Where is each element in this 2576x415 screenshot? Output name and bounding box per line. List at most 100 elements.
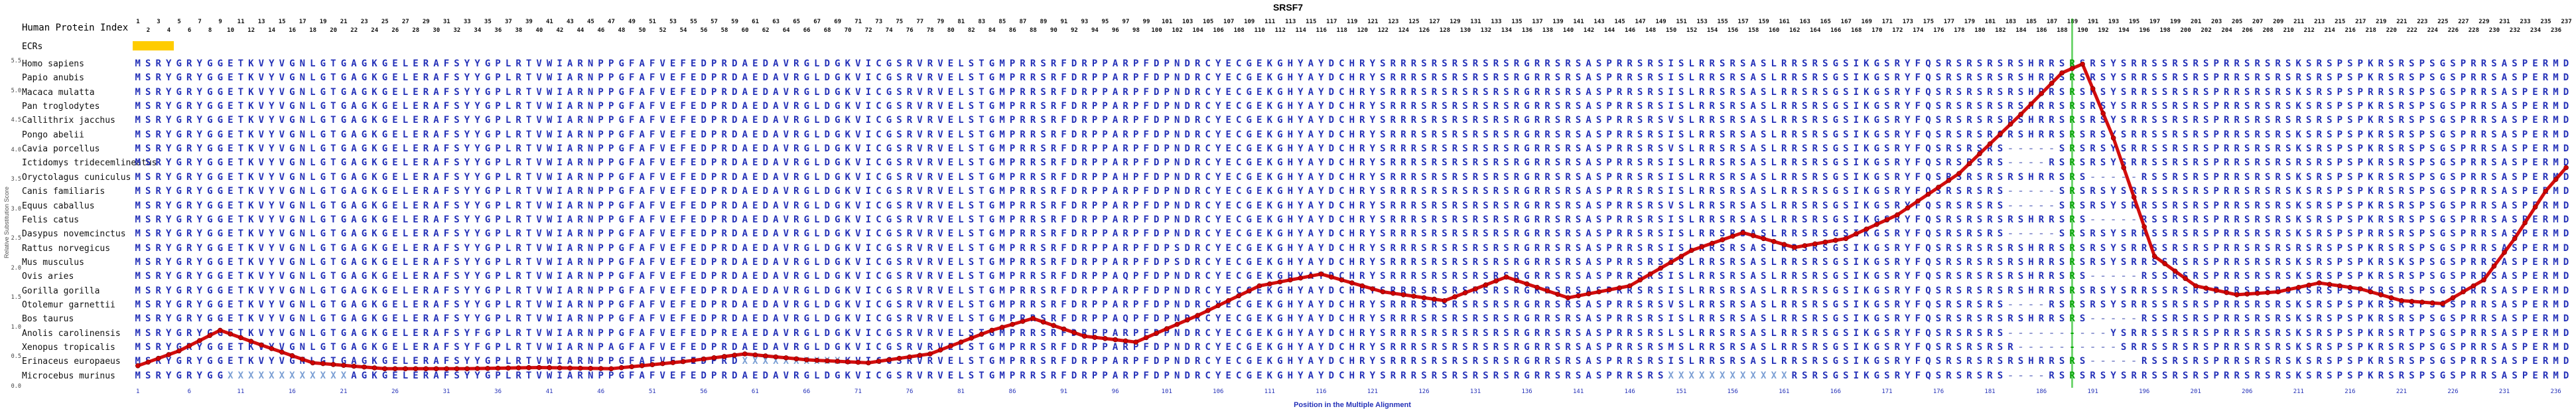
x-tick-label: 236 bbox=[2550, 388, 2561, 395]
ruler-number: 191 bbox=[2087, 19, 2099, 25]
ecr-track-label: ECRs bbox=[22, 42, 43, 52]
residue-run: S bbox=[2059, 228, 2070, 240]
x-tick-label: 1 bbox=[136, 388, 140, 395]
ruler-number: 75 bbox=[896, 19, 904, 25]
residue-run: XXXXXXXXXXXX bbox=[1668, 370, 1792, 381]
ruler-number: 31 bbox=[442, 19, 450, 25]
ruler-number: 145 bbox=[1614, 19, 1625, 25]
ruler-number: 27 bbox=[401, 19, 409, 25]
sequence-row: MSRYGRYGGETKVYVGNLGTGAGKGELERAFSYYGPLRTV… bbox=[135, 186, 2574, 197]
ruler-number: 225 bbox=[2437, 19, 2449, 25]
ruler-number: 96 bbox=[1112, 27, 1119, 34]
ruler-number: 73 bbox=[875, 19, 883, 25]
x-tick-label: 166 bbox=[1830, 388, 1842, 395]
ruler-number: 15 bbox=[278, 19, 286, 25]
ruler-number: 46 bbox=[597, 27, 605, 34]
ruler-number: 183 bbox=[2005, 19, 2017, 25]
residue-run: ------ bbox=[2007, 327, 2070, 339]
sequence-row: MSRYGRYGGETKVYVGNLGTGAGKGELERAFSYYGPLRTV… bbox=[135, 201, 2574, 211]
species-label: Papio anubis bbox=[22, 73, 84, 84]
ruler-number: 212 bbox=[2303, 27, 2315, 34]
ruler-number: 4 bbox=[167, 27, 171, 34]
residue-run: SRSYSRRSSRSRSPRRSRSRSKSRSPSPKRSRSPSGSPRR… bbox=[2079, 370, 2574, 381]
ruler-number: 215 bbox=[2335, 19, 2346, 25]
ruler-number: 200 bbox=[2180, 27, 2191, 34]
sequence-row: MSRYGRYGGETKVYVGNLGTGAGKGELERAFSYYGPLRTV… bbox=[135, 299, 2574, 310]
species-label: Macaca mulatta bbox=[22, 87, 95, 98]
y-tick-label: 5.5 bbox=[11, 58, 21, 64]
x-tick-label: 101 bbox=[1161, 388, 1172, 395]
ruler-number: 28 bbox=[412, 27, 420, 34]
residue-run: RSRSGSIKGSRYFQSRSRSRS bbox=[1791, 370, 2008, 381]
ruler-number: 130 bbox=[1459, 27, 1471, 34]
species-label: Otolemur garnettii bbox=[22, 299, 115, 310]
ruler-number: 89 bbox=[1040, 19, 1048, 25]
x-tick-label: 61 bbox=[751, 388, 759, 395]
ruler-number: 80 bbox=[947, 27, 955, 34]
ruler-number: 126 bbox=[1418, 27, 1430, 34]
ruler-number: 29 bbox=[422, 19, 430, 25]
ruler-number: 116 bbox=[1316, 27, 1327, 34]
ruler-number: 234 bbox=[2530, 27, 2542, 34]
residue-run: MSRYGRYGGETKVYVGNLGTGAGKGELERAFSYYGPLRTV… bbox=[135, 242, 2070, 254]
ruler-number: 98 bbox=[1132, 27, 1140, 34]
x-tick-label: 181 bbox=[1984, 388, 1996, 395]
ruler-number: 136 bbox=[1521, 27, 1533, 34]
x-tick-label: 151 bbox=[1676, 388, 1687, 395]
x-tick-label: 161 bbox=[1779, 388, 1790, 395]
x-tick-label: 106 bbox=[1213, 388, 1224, 395]
residue-run: RSSRSRSPRRSRSRSKSRSPSPKRSRSPSGSPRRSASPER… bbox=[2141, 313, 2574, 325]
ruler-number: 121 bbox=[1367, 19, 1379, 25]
species-label: Callithrix jacchus bbox=[22, 116, 115, 126]
ruler-number: 122 bbox=[1377, 27, 1389, 34]
y-tick-label: 5.0 bbox=[11, 87, 21, 94]
residue-run: SRSYSRRSSRSRSPRRSRSRSKSRSPSPKRSRSPSGSPRR… bbox=[2079, 186, 2574, 197]
species-label: Cavia porcellus bbox=[22, 144, 100, 155]
ruler-number: 94 bbox=[1091, 27, 1099, 34]
x-tick-label: 156 bbox=[1727, 388, 1738, 395]
sequence-row: MSRYGRYGGXXXXXXXXXXXXAGKGELERAFSYYGPLRTV… bbox=[135, 371, 2574, 381]
ruler-number: 170 bbox=[1871, 27, 1883, 34]
sequence-row: MSRYGRYGGETKVYVGNLGTGAGKGELERAFSYYGPLRTV… bbox=[135, 129, 2574, 140]
ruler-number: 82 bbox=[967, 27, 975, 34]
ruler-number: 40 bbox=[535, 27, 543, 34]
ruler-number: 68 bbox=[823, 27, 831, 34]
ruler-number: 45 bbox=[587, 19, 594, 25]
residue-run: SRSYSRRSSRSRSPRRSRSRSRSRSPSPKRSRSPSGSPRR… bbox=[2079, 242, 2574, 254]
ruler-number: 56 bbox=[700, 27, 708, 34]
ruler-number: 208 bbox=[2262, 27, 2273, 34]
ruler-number: 228 bbox=[2468, 27, 2480, 34]
ruler-number: 2 bbox=[146, 27, 151, 34]
x-tick-label: 36 bbox=[494, 388, 502, 395]
residue-run: MSRYGRYGGETKVYVGNLGTGAGKGELERAFSYYGPLRTV… bbox=[135, 200, 2008, 211]
ruler-number: 66 bbox=[803, 27, 811, 34]
ruler-number: 187 bbox=[2046, 19, 2058, 25]
ruler-number: 162 bbox=[1789, 27, 1800, 34]
x-tick-label: 21 bbox=[340, 388, 348, 395]
residue-run: SRSYSRRSSRSRSPRRSRSRSKSRSPSPKRSRSPSGSPRR… bbox=[2079, 58, 2574, 69]
species-label: Rattus norvegicus bbox=[22, 243, 111, 254]
ruler-number: 134 bbox=[1501, 27, 1513, 34]
ruler-number: 127 bbox=[1429, 19, 1440, 25]
y-tick-label: 3.0 bbox=[11, 205, 21, 212]
ruler-number: 161 bbox=[1779, 19, 1790, 25]
ecr-block[interactable] bbox=[133, 41, 174, 50]
residue-run: ---- bbox=[2007, 370, 2049, 381]
residue-run: RSSRSRSPRRSRSRSKSRSPSPKRSRSPSGSPRRSASPER… bbox=[2141, 271, 2574, 282]
species-label: Microcebus murinus bbox=[22, 371, 115, 381]
ruler-number: 55 bbox=[690, 19, 697, 25]
x-tick-label: 116 bbox=[1316, 388, 1327, 395]
y-tick-label: 1.0 bbox=[11, 323, 21, 331]
ruler-number: 93 bbox=[1081, 19, 1089, 25]
residue-run: RSSRSRSPRRSRSRSKSRSPSPKRSRSPSGSPRRSASPER… bbox=[2141, 171, 2574, 183]
sequence-row: MSRYGRYGGETKVYVGNLGTGAGKGELERAFSYYGPLRTV… bbox=[135, 157, 2574, 168]
residue-run: MSRYGRYGGETKVYVGNLGTGAGKGELERAFSYYGPLRTV… bbox=[135, 299, 2008, 310]
ruler-number: 216 bbox=[2344, 27, 2356, 34]
residue-run: KVICGSRVRVELSTGMPRRSRFDRPPARPFDPNDRCYECG… bbox=[845, 356, 2070, 367]
ruler-number: 218 bbox=[2365, 27, 2376, 34]
ruler-number: 48 bbox=[618, 27, 626, 34]
ruler-number: 71 bbox=[854, 19, 862, 25]
x-tick-label: 231 bbox=[2498, 388, 2510, 395]
species-label: Felis catus bbox=[22, 214, 80, 225]
residue-run: S bbox=[2059, 143, 2070, 155]
